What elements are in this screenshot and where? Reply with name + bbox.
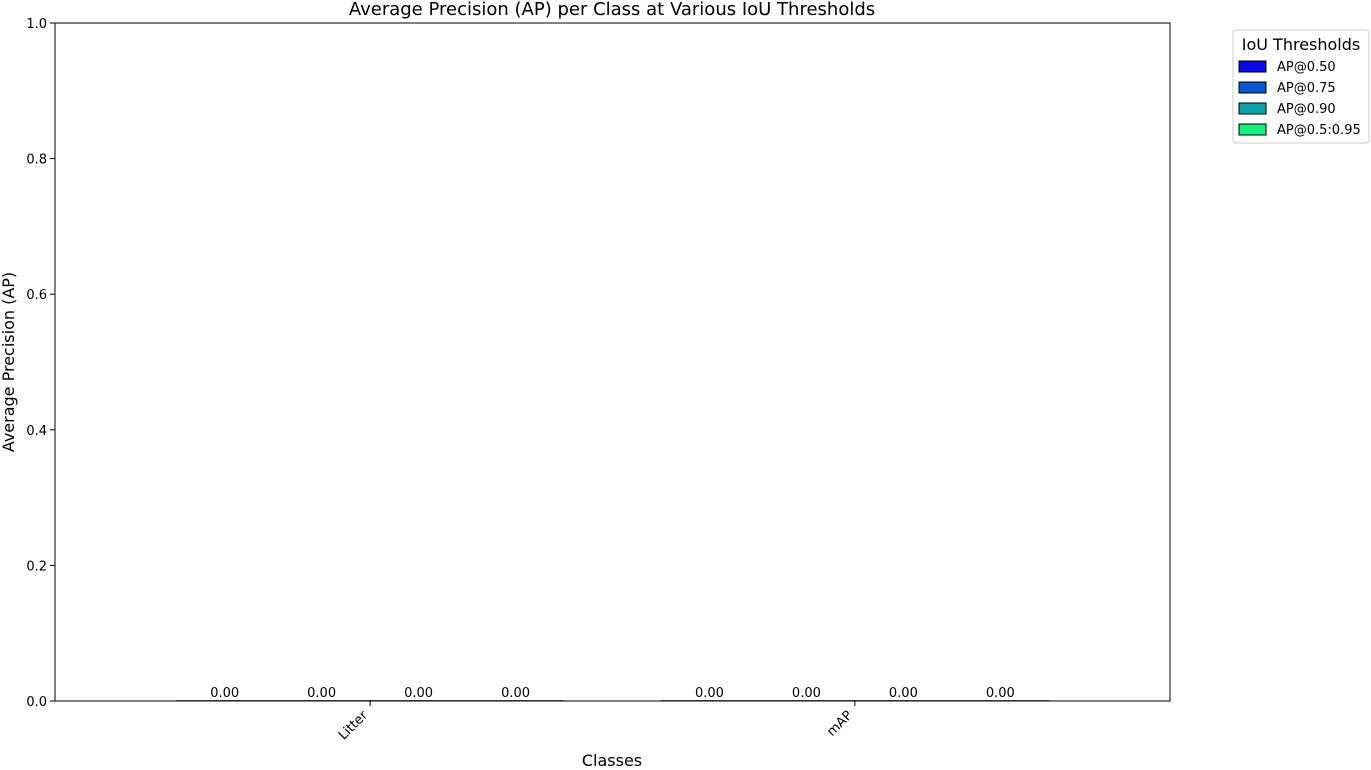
plot-area [54, 22, 1171, 702]
x-tick-label: mAP [824, 708, 856, 740]
bar [466, 700, 565, 702]
bar-value-label: 0.00 [792, 686, 821, 701]
bar-value-label: 0.00 [404, 686, 433, 701]
y-tick-label: 0.8 [26, 153, 47, 168]
legend: IoU Thresholds AP@0.50AP@0.75AP@0.90AP@0… [1232, 29, 1370, 144]
legend-label: AP@0.75 [1277, 81, 1336, 96]
bar-value-label: 0.00 [307, 686, 336, 701]
legend-label: AP@0.5:0.95 [1277, 123, 1361, 138]
y-tick-label: 0.2 [26, 559, 47, 574]
legend-frame [1232, 29, 1370, 144]
legend-label: AP@0.90 [1277, 102, 1336, 117]
bar-labels: 0.00 0.00 0.00 0.00 0.00 0.00 0.00 0.00 [210, 686, 1015, 701]
legend-title: IoU Thresholds [1242, 35, 1361, 54]
x-axis-label: Classes [582, 751, 642, 770]
legend-swatch [1238, 102, 1267, 115]
bar-value-label: 0.00 [695, 686, 724, 701]
x-tick-label: Litter [336, 708, 371, 743]
y-axis: 0.0 0.2 0.4 0.6 0.8 1.0 [26, 17, 55, 710]
legend-swatch [1238, 81, 1267, 94]
y-tick-label: 1.0 [26, 17, 47, 32]
y-axis-label: Average Precision (AP) [0, 272, 18, 452]
legend-swatch [1238, 60, 1267, 73]
bar-value-label: 0.00 [986, 686, 1015, 701]
y-tick-label: 0.4 [26, 424, 47, 439]
bars [175, 700, 1050, 702]
y-tick-label: 0.0 [26, 695, 47, 710]
bar-value-label: 0.00 [210, 686, 239, 701]
x-axis: Litter mAP [336, 701, 856, 743]
y-tick-label: 0.6 [26, 288, 47, 303]
bar [951, 700, 1050, 702]
bar-value-label: 0.00 [501, 686, 530, 701]
legend-items: AP@0.50 AP@0.75 AP@0.90 AP@0.5:0.95 [1238, 60, 1361, 138]
plot-frame [54, 22, 1171, 702]
chart-title: Average Precision (AP) per Class at Vari… [349, 0, 875, 20]
legend-swatch [1238, 123, 1267, 136]
legend-label: AP@0.50 [1277, 60, 1336, 75]
bar-value-label: 0.00 [889, 686, 918, 701]
